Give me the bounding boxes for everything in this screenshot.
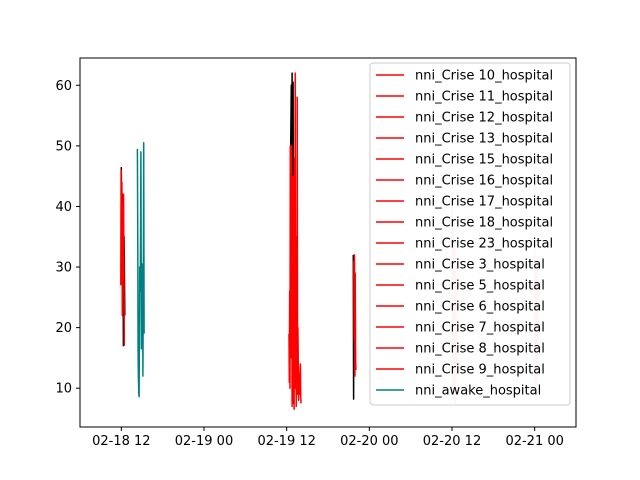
legend-label: nni_Crise 23_hospital [415, 237, 553, 252]
x-tick-label: 02-19 00 [175, 434, 233, 449]
legend-box [369, 62, 571, 406]
y-tick-label: 10 [55, 382, 72, 397]
y-tick-label: 30 [55, 261, 72, 276]
legend-label: nni_Crise 8_hospital [415, 342, 545, 357]
series-line-4 [288, 72, 302, 411]
x-tick-label: 02-20 12 [423, 434, 481, 449]
legend-label: nni_Crise 16_hospital [415, 174, 553, 189]
x-tick-label: 02-21 00 [505, 434, 563, 449]
legend-label: nni_Crise 5_hospital [415, 279, 545, 294]
x-tick-label: 02-19 12 [257, 434, 315, 449]
legend-label: nni_Crise 10_hospital [415, 69, 553, 84]
legend-label: nni_Crise 13_hospital [415, 132, 553, 147]
axes-frame [79, 57, 577, 428]
series-line-1 [120, 169, 126, 346]
legend-label: nni_Crise 18_hospital [415, 216, 553, 231]
x-tick-label: 02-18 12 [92, 434, 150, 449]
y-axis-ticks: 10 20 30 40 50 60 [55, 79, 80, 397]
legend-label: nni_Crise 17_hospital [415, 195, 553, 210]
y-tick-label: 40 [55, 200, 72, 215]
series-line-6 [353, 254, 357, 377]
legend-label: nni_Crise 3_hospital [415, 258, 545, 273]
y-tick-label: 60 [55, 79, 72, 94]
legend-label: nni_Crise 9_hospital [415, 363, 545, 378]
legend-label: nni_Crise 7_hospital [415, 321, 545, 336]
legend: nni_Crise 10_hospital nni_Crise 11_hospit… [369, 62, 571, 406]
y-tick-label: 50 [55, 139, 72, 154]
x-axis-ticks: 02-18 12 02-19 00 02-19 12 02-20 00 02-20 12… [92, 427, 564, 449]
legend-label: nni_Crise 12_hospital [415, 111, 553, 126]
series-line-2 [136, 142, 145, 398]
legend-label: nni_Crise 6_hospital [415, 300, 545, 315]
x-tick-label: 02-20 00 [340, 434, 398, 449]
legend-label: nni_Crise 11_hospital [415, 90, 553, 105]
y-tick-label: 20 [55, 321, 72, 336]
legend-label: nni_Crise 15_hospital [415, 153, 553, 168]
legend-label: nni_awake_hospital [415, 384, 541, 399]
